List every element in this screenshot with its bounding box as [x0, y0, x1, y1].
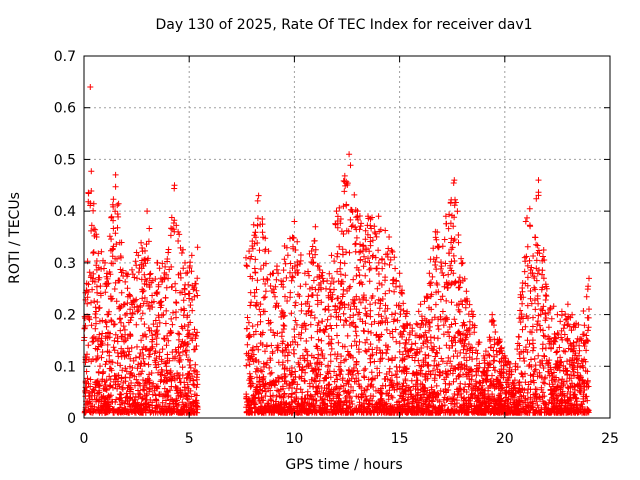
y-tick-label: 0.1 [54, 359, 76, 375]
y-tick-label: 0.5 [54, 152, 76, 168]
x-tick-label: 15 [391, 431, 409, 447]
y-tick-label: 0.7 [54, 49, 76, 65]
y-tick-label: 0.2 [54, 308, 76, 324]
plot-frame [83, 55, 611, 419]
y-tick-label: 0.3 [54, 256, 76, 272]
y-tick-label: 0 [67, 411, 76, 427]
y-tick-label: 0.6 [54, 101, 76, 117]
roti-markers [81, 84, 592, 416]
data-points [81, 84, 592, 416]
x-tick-label: 5 [185, 431, 194, 447]
chart-title: Day 130 of 2025, Rate Of TEC Index for r… [155, 17, 533, 33]
x-tick-label: 25 [601, 431, 619, 447]
x-tick-label: 0 [80, 431, 89, 447]
x-tick-label: 20 [496, 431, 514, 447]
x-tick-label: 10 [285, 431, 303, 447]
y-tick-label: 0.4 [54, 204, 76, 220]
x-axis-label: GPS time / hours [285, 457, 403, 473]
axis-ticks: 0 5 10 15 20 25 0 0.1 0.2 0.3 0.4 0.5 0.6 0.7 [54, 49, 619, 447]
grid-lines [84, 56, 610, 418]
